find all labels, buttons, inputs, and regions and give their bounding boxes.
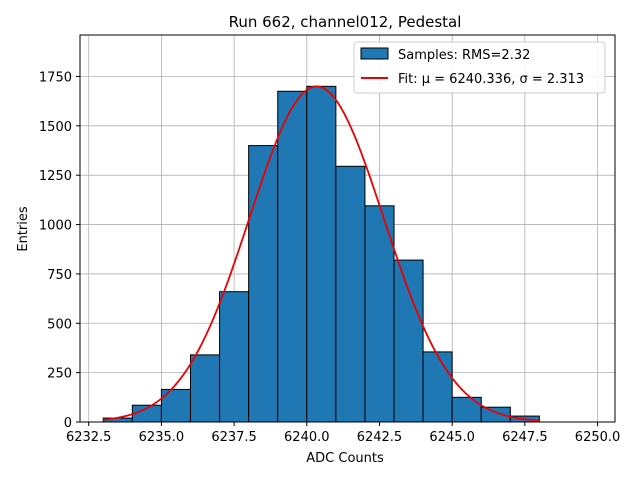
y-tick-label: 250 <box>47 367 72 382</box>
y-tick-label: 1000 <box>39 219 72 234</box>
histogram-bar <box>422 351 453 423</box>
y-tick-label: 1250 <box>39 169 72 184</box>
histogram-bar <box>277 90 308 423</box>
plot-frame <box>79 34 616 423</box>
x-tick-label: 6232.5 <box>66 430 112 445</box>
legend-histogram-swatch <box>360 47 389 60</box>
x-tick-label: 6240.0 <box>284 430 330 445</box>
y-tick-label: 1750 <box>39 70 72 85</box>
fit-curve <box>103 85 540 422</box>
x-tick-label: 6235.0 <box>139 430 185 445</box>
histogram-bar <box>219 291 250 423</box>
chart-title: Run 662, channel012, Pedestal <box>229 13 462 31</box>
y-tick-label: 500 <box>47 317 72 332</box>
histogram-bar <box>306 85 337 423</box>
legend-histogram-label: Samples: RMS=2.32 <box>398 48 530 63</box>
histogram-bar <box>189 354 221 423</box>
histogram-bar <box>451 396 482 423</box>
histogram-bar <box>248 145 279 423</box>
x-tick-label: 6237.5 <box>211 430 257 445</box>
y-tick-label: 750 <box>47 268 72 283</box>
x-axis-label: ADC Counts <box>306 451 384 466</box>
histogram-bar <box>335 165 366 423</box>
y-tick-label: 0 <box>64 416 72 431</box>
legend-fit-label: Fit: μ = 6240.336, σ = 2.313 <box>398 72 584 87</box>
x-tick-label: 6245.0 <box>429 430 475 445</box>
legend: Samples: RMS=2.32 Fit: μ = 6240.336, σ =… <box>353 41 606 94</box>
x-tick-label: 6242.5 <box>357 430 403 445</box>
y-tick-label: 1500 <box>39 120 72 135</box>
x-axis-ticks: 6232.5 6235.0 6237.5 6240.0 6242.5 6245.0 6247… <box>66 422 620 445</box>
y-axis-ticks: 0 250 500 750 1000 1250 1500 1750 <box>39 70 80 431</box>
x-tick-label: 6250.0 <box>575 430 621 445</box>
legend-box <box>353 41 606 94</box>
histogram-bar <box>480 406 511 423</box>
histogram-bar <box>393 259 424 423</box>
y-axis-label: Entries <box>16 206 31 252</box>
x-tick-label: 6247.5 <box>502 430 548 445</box>
